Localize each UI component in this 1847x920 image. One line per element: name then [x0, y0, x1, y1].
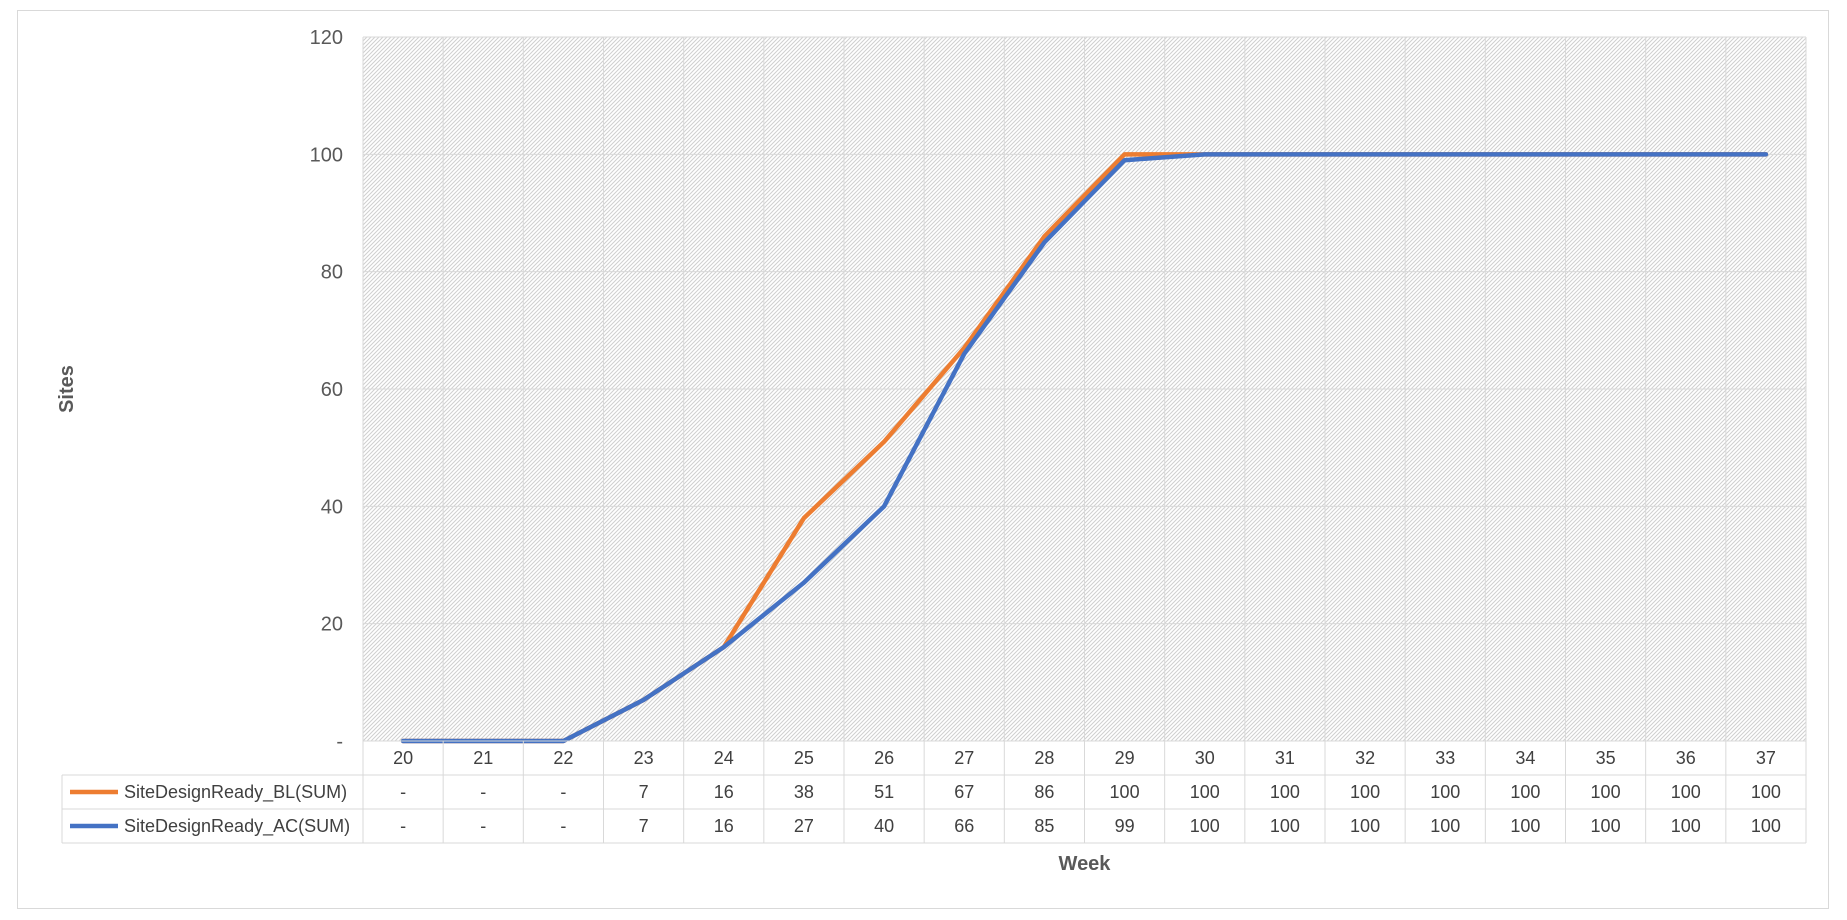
y-tick-label: 40: [321, 496, 343, 518]
data-label: 100: [1591, 816, 1621, 836]
data-label: 100: [1751, 816, 1781, 836]
y-axis-title: Sites: [56, 365, 78, 413]
data-label: 100: [1110, 782, 1140, 802]
x-tick-label: 31: [1275, 748, 1295, 768]
x-tick-label: 33: [1435, 748, 1455, 768]
data-label: -: [480, 816, 486, 836]
data-label: 100: [1510, 782, 1540, 802]
data-label: 100: [1270, 782, 1300, 802]
data-label: 7: [639, 782, 649, 802]
x-tick-label: 34: [1515, 748, 1535, 768]
x-axis-title: Week: [1059, 853, 1112, 875]
data-label: -: [480, 782, 486, 802]
x-tick-label: 21: [473, 748, 493, 768]
data-label: 16: [714, 816, 734, 836]
data-label: 38: [794, 782, 814, 802]
data-label: -: [560, 782, 566, 802]
y-tick-label: 60: [321, 379, 343, 401]
data-label: 100: [1591, 782, 1621, 802]
data-label: 100: [1430, 782, 1460, 802]
x-tick-label: 23: [634, 748, 654, 768]
data-label: 100: [1270, 816, 1300, 836]
data-label: 100: [1350, 816, 1380, 836]
data-label: 100: [1510, 816, 1540, 836]
x-tick-label: 37: [1756, 748, 1776, 768]
x-tick-label: 24: [714, 748, 734, 768]
data-label: -: [400, 782, 406, 802]
x-tick-label: 25: [794, 748, 814, 768]
data-label: 100: [1751, 782, 1781, 802]
x-tick-label: 32: [1355, 748, 1375, 768]
x-tick-label: 30: [1195, 748, 1215, 768]
y-tick-label: 100: [310, 144, 343, 166]
data-label: 51: [874, 782, 894, 802]
data-label: 86: [1034, 782, 1054, 802]
y-tick-label: 20: [321, 614, 343, 636]
data-label: 100: [1350, 782, 1380, 802]
y-tick-label: 120: [310, 27, 343, 49]
data-label: 40: [874, 816, 894, 836]
data-label: 100: [1671, 782, 1701, 802]
y-tick-label: -: [336, 731, 343, 753]
legend-label: SiteDesignReady_BL(SUM): [124, 782, 347, 803]
data-label: 7: [639, 816, 649, 836]
x-tick-label: 28: [1034, 748, 1054, 768]
series-line: [400, 152, 1769, 744]
data-label: 16: [714, 782, 734, 802]
x-tick-label: 36: [1676, 748, 1696, 768]
x-tick-label: 27: [954, 748, 974, 768]
x-tick-label: 26: [874, 748, 894, 768]
data-label: 99: [1115, 816, 1135, 836]
data-label: 67: [954, 782, 974, 802]
x-tick-label: 20: [393, 748, 413, 768]
x-tick-label: 29: [1115, 748, 1135, 768]
x-tick-label: 22: [553, 748, 573, 768]
y-tick-label: 80: [321, 262, 343, 284]
data-label: 100: [1430, 816, 1460, 836]
legend-label: SiteDesignReady_AC(SUM): [124, 816, 350, 837]
data-label: 85: [1034, 816, 1054, 836]
data-label: 66: [954, 816, 974, 836]
data-label: -: [400, 816, 406, 836]
data-label: 100: [1671, 816, 1701, 836]
x-tick-label: 35: [1596, 748, 1616, 768]
data-label: 100: [1190, 782, 1220, 802]
data-label: 27: [794, 816, 814, 836]
data-label: -: [560, 816, 566, 836]
data-label: 100: [1190, 816, 1220, 836]
